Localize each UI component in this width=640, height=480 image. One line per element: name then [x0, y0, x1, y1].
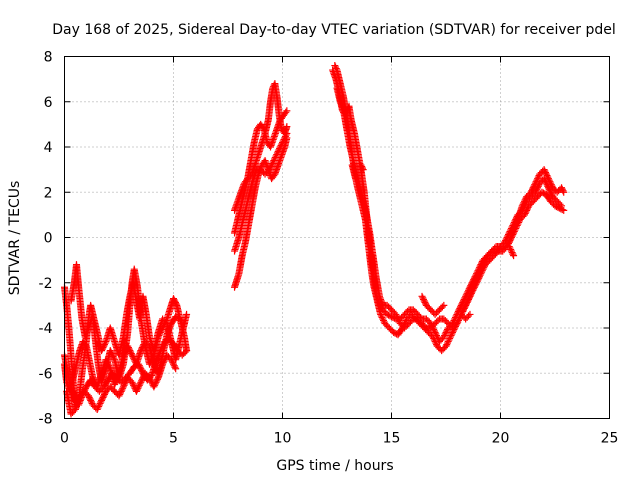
y-tick-label: 8: [44, 50, 53, 66]
data-points: [61, 62, 567, 417]
x-tick-label: 15: [383, 431, 401, 447]
y-tick-label: -6: [39, 366, 53, 382]
y-tick-label: -2: [39, 276, 53, 292]
sdtvar-chart: Day 168 of 2025, Sidereal Day-to-day VTE…: [0, 0, 640, 480]
x-tick-label: 20: [492, 431, 510, 447]
y-tick-label: 4: [44, 140, 53, 156]
y-axis-label: SDTVAR / TECUs: [7, 181, 23, 296]
y-tick-label: -8: [39, 412, 53, 428]
x-axis-label: GPS time / hours: [276, 458, 393, 474]
x-tick-label: 5: [169, 431, 178, 447]
y-tick-label: 0: [44, 231, 53, 247]
y-tick-label: 2: [44, 185, 53, 201]
x-tick-label: 10: [274, 431, 292, 447]
x-tick-label: 25: [601, 431, 619, 447]
y-tick-label: 6: [44, 95, 53, 111]
chart-title: Day 168 of 2025, Sidereal Day-to-day VTE…: [52, 22, 616, 38]
x-tick-label: 0: [60, 431, 69, 447]
y-tick-label: -4: [39, 321, 53, 337]
